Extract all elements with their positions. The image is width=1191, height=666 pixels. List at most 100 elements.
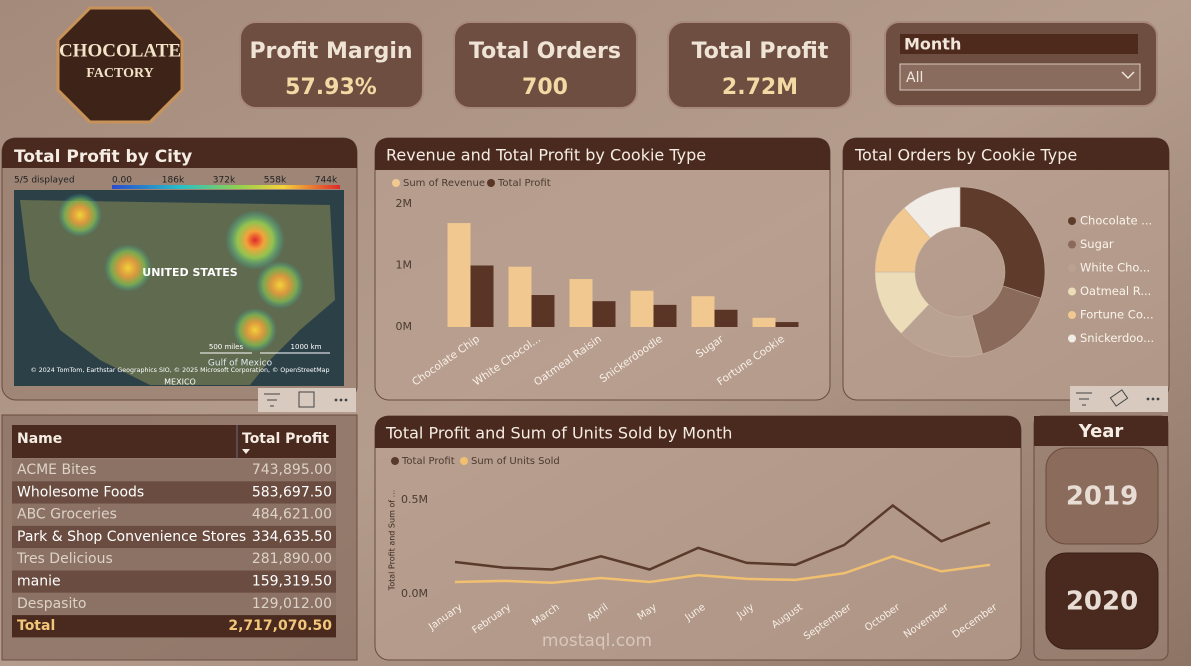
visual-toolbar bbox=[258, 386, 1168, 412]
cell: ABC Groceries bbox=[17, 507, 117, 523]
bar bbox=[691, 296, 715, 327]
year-button[interactable] bbox=[1045, 552, 1159, 650]
panel-title: Total Profit and Sum of Units Sold by Mo… bbox=[385, 424, 732, 443]
cell: 281,890.00 bbox=[252, 551, 332, 567]
heat-spot bbox=[104, 244, 152, 292]
legend-marker bbox=[487, 179, 495, 187]
legend-marker bbox=[1068, 217, 1076, 225]
kpi-card: Profit Margin 57.93% bbox=[239, 21, 424, 109]
heat-spot bbox=[256, 261, 304, 309]
table-header bbox=[12, 425, 336, 458]
legend-marker bbox=[1068, 264, 1076, 272]
legend-label[interactable]: Sugar bbox=[1080, 237, 1114, 251]
legend-label[interactable]: White Cho... bbox=[1080, 261, 1150, 275]
legend-label: Total Profit bbox=[401, 456, 455, 467]
table-row[interactable] bbox=[12, 592, 336, 616]
panel-header bbox=[375, 138, 830, 170]
filter-icon[interactable] bbox=[1076, 392, 1092, 406]
kpi-title: Total Profit bbox=[692, 39, 829, 64]
legend-label[interactable]: Oatmeal R... bbox=[1080, 284, 1151, 298]
filter-icon[interactable] bbox=[264, 393, 280, 407]
legend-marker bbox=[392, 179, 400, 187]
legend-marker bbox=[1068, 287, 1076, 296]
bar bbox=[752, 317, 776, 327]
cell: 583,697.50 bbox=[252, 484, 332, 500]
dropdown[interactable] bbox=[899, 63, 1141, 91]
total-row bbox=[12, 615, 336, 638]
legend-tick-label: 186k bbox=[162, 176, 185, 186]
attribution: © 2024 TomTom, Earthstar Geographics SIO… bbox=[30, 366, 329, 374]
map-label: Gulf of Mexico bbox=[208, 359, 273, 369]
y-tick-label: 0.0M bbox=[401, 587, 428, 600]
card-bg bbox=[453, 21, 638, 109]
cell: 484,621.00 bbox=[252, 507, 332, 523]
cell: ACME Bites bbox=[17, 462, 96, 478]
card-bg bbox=[667, 21, 852, 109]
bar bbox=[447, 223, 471, 327]
focus-icon[interactable] bbox=[298, 391, 315, 408]
cell: 743,895.00 bbox=[252, 462, 332, 478]
panel-title: Total Profit by City bbox=[14, 147, 192, 167]
legend-marker bbox=[1068, 240, 1076, 249]
legend-tick-label: 558k bbox=[264, 176, 287, 186]
logo: CHOCOLATE FACTORY bbox=[56, 6, 184, 124]
panel-title: Revenue and Total Profit by Cookie Type bbox=[386, 146, 706, 165]
eraser-icon[interactable] bbox=[1109, 389, 1129, 407]
cell: 129,012.00 bbox=[252, 596, 332, 612]
line bbox=[454, 555, 991, 584]
cell: manie bbox=[17, 574, 61, 590]
kpi-value: 57.93% bbox=[285, 75, 377, 100]
logo-text: CHOCOLATE bbox=[59, 40, 181, 61]
legend-label[interactable]: Snickerdoo... bbox=[1080, 331, 1154, 345]
cell: Park & Shop Convenience Stores bbox=[17, 529, 246, 545]
kpi-title: Total Orders bbox=[469, 39, 621, 64]
kpi-card: Total Profit 2.72M bbox=[667, 21, 852, 109]
legend-marker bbox=[391, 457, 399, 465]
more-icon[interactable] bbox=[334, 398, 348, 402]
map-label: UNITED STATES bbox=[142, 266, 237, 279]
y-tick-label: 2M bbox=[396, 197, 413, 210]
bar bbox=[714, 309, 738, 327]
total-value: 2,717,070.50 bbox=[228, 618, 332, 634]
sort-arrow bbox=[242, 449, 250, 454]
panel-title: Total Orders by Cookie Type bbox=[854, 146, 1077, 165]
heat-spot bbox=[58, 193, 102, 237]
logo-text: FACTORY bbox=[86, 66, 153, 81]
panel-header bbox=[1034, 416, 1168, 446]
card-bg bbox=[239, 21, 424, 109]
table-row[interactable] bbox=[12, 570, 336, 593]
y-tick-label: 0M bbox=[396, 320, 413, 333]
bar bbox=[470, 265, 494, 327]
kpi-title: Profit Margin bbox=[249, 39, 412, 64]
year-button[interactable] bbox=[1045, 447, 1159, 545]
bar bbox=[569, 279, 593, 327]
panel-header bbox=[375, 416, 1021, 448]
legend-label[interactable]: Fortune Co... bbox=[1080, 308, 1154, 322]
cell: 159,319.50 bbox=[252, 574, 332, 590]
table-row[interactable] bbox=[12, 503, 336, 526]
bar bbox=[592, 301, 616, 327]
table-row[interactable] bbox=[12, 548, 336, 571]
scale-label: 500 miles bbox=[209, 343, 244, 351]
legend-label: Total Profit bbox=[497, 178, 551, 189]
logo-badge bbox=[56, 6, 184, 124]
legend-label[interactable]: Chocolate ... bbox=[1080, 214, 1152, 228]
cell: 334,635.50 bbox=[252, 529, 332, 545]
donut-slice bbox=[903, 186, 961, 239]
column-header: Name bbox=[17, 431, 62, 447]
cell: Tres Delicious bbox=[16, 551, 113, 567]
y-tick-label: 1M bbox=[396, 259, 413, 272]
table-row[interactable] bbox=[12, 525, 336, 549]
slicer-title: Month bbox=[904, 35, 961, 54]
table-row[interactable] bbox=[12, 459, 336, 482]
more-icon[interactable] bbox=[1146, 397, 1160, 401]
legend-label: Sum of Units Sold bbox=[471, 456, 560, 467]
watermark: mostaql.com bbox=[542, 631, 652, 651]
scale-label: 1000 km bbox=[291, 343, 322, 351]
heat-spot bbox=[233, 308, 277, 352]
legend-ramp bbox=[112, 185, 340, 189]
column-header[interactable]: Total Profit bbox=[242, 431, 329, 447]
table-row[interactable] bbox=[12, 481, 336, 504]
legend-label: Sum of Revenue bbox=[403, 178, 485, 189]
